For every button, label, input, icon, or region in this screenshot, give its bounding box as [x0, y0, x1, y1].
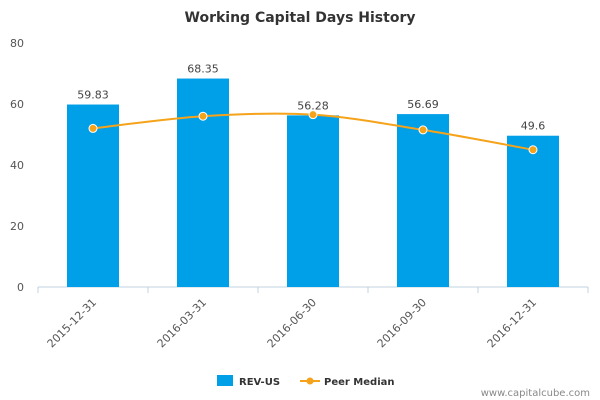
x-tick-label: 2016-06-30 — [265, 296, 319, 350]
bar-data-label: 56.69 — [407, 98, 439, 111]
peer-median-series — [88, 110, 538, 155]
y-tick-label: 40 — [10, 159, 24, 172]
y-axis: 0 20 40 60 80 — [10, 37, 24, 294]
y-tick-label: 0 — [17, 281, 24, 294]
watermark: www.capitalcube.com — [481, 388, 590, 399]
peer-median-point — [88, 123, 98, 133]
legend-label-rev-us: REV-US — [239, 377, 280, 388]
legend-label-peer-median: Peer Median — [324, 377, 395, 388]
chart-title: Working Capital Days History — [185, 10, 416, 26]
peer-median-point — [198, 111, 208, 121]
x-tick-label: 2016-03-31 — [155, 296, 209, 350]
bar — [507, 135, 559, 287]
legend-swatch-peer-median-marker — [306, 377, 314, 385]
bar-data-label: 49.6 — [521, 120, 546, 133]
y-tick-label: 20 — [10, 220, 24, 233]
legend-swatch-rev-us — [217, 375, 233, 386]
bar-data-label: 56.28 — [297, 99, 329, 112]
bar — [177, 78, 229, 287]
x-axis: 2015-12-31 2016-03-31 2016-06-30 2016-09-30… — [37, 286, 589, 350]
x-tick-label: 2016-09-30 — [375, 296, 429, 350]
legend: REV-US Peer Median — [217, 375, 395, 388]
y-tick-label: 60 — [10, 98, 24, 111]
bar — [287, 115, 339, 287]
bar-data-label: 68.35 — [187, 63, 219, 76]
y-tick-label: 80 — [10, 37, 24, 50]
bar — [67, 104, 119, 288]
bar-data-label: 59.83 — [77, 89, 109, 102]
bar — [397, 114, 449, 288]
bar-data-labels: 59.83 68.35 56.28 56.69 49.6 — [77, 63, 545, 133]
x-tick-label: 2016-12-31 — [485, 296, 539, 350]
peer-median-point — [528, 145, 538, 155]
peer-median-point — [418, 125, 428, 135]
x-tick-label: 2015-12-31 — [45, 296, 99, 350]
peer-median-point — [308, 110, 318, 120]
